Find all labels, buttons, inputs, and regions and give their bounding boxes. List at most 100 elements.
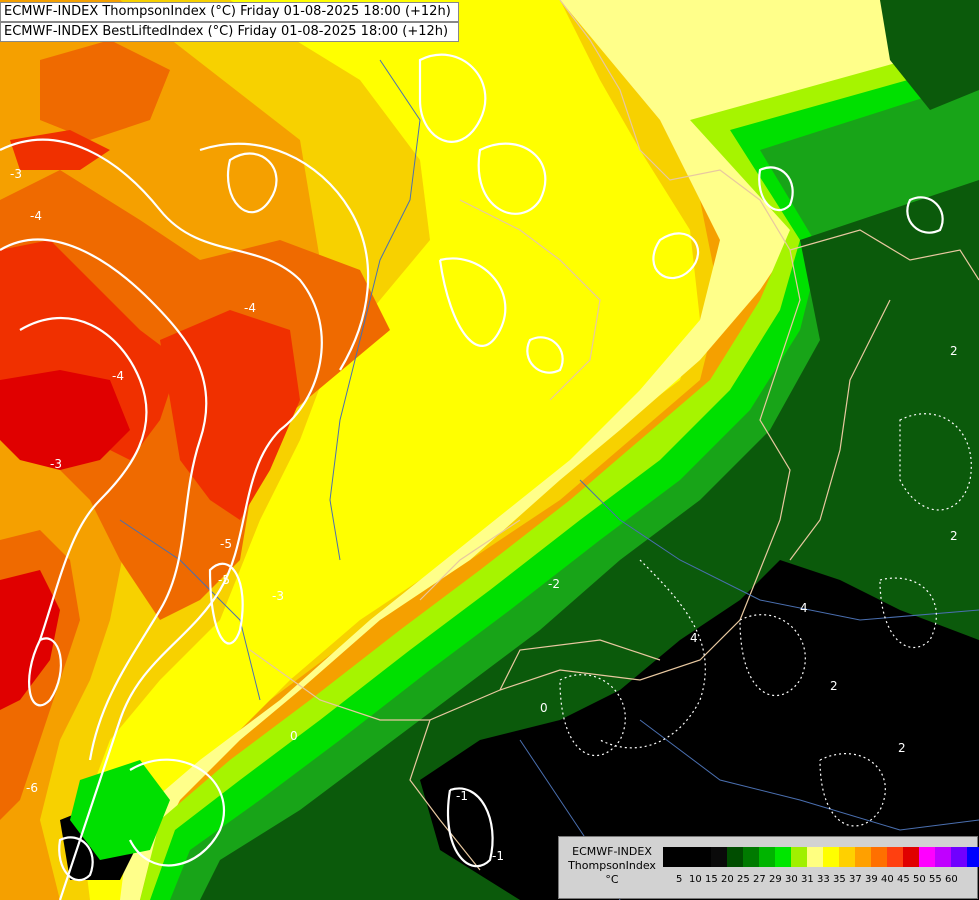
contour-label: -5 [218,573,230,587]
positive-contour [559,674,626,757]
legend-swatch [711,847,727,867]
lifted-index-contour [0,138,323,900]
legend-label: ECMWF-INDEX ThompsonIndex °C [562,845,662,887]
legend-swatch [823,847,839,867]
color-legend: ECMWF-INDEX ThompsonIndex °C 5 10 15 20 25 27… [558,836,979,899]
legend-swatch [727,847,743,867]
legend-swatches [663,847,979,867]
legend-tick-label: 39 [865,874,878,885]
legend-swatch [903,847,919,867]
river-line [329,59,421,561]
legend-label-unit: °C [605,873,619,886]
contour-label: -3 [10,167,22,181]
legend-swatch [743,847,759,867]
map-title-lifted: ECMWF-INDEX BestLiftedIndex (°C) Friday … [0,22,459,42]
contour-label: 0 [540,701,548,715]
contour-label: 2 [950,529,958,543]
index-band-black [420,560,979,900]
legend-tick-label: 27 [753,874,766,885]
index-band-bright-green [70,760,170,860]
legend-tick-label: 29 [769,874,782,885]
contour-label: -3 [272,589,284,603]
legend-swatch [855,847,871,867]
lifted-index-contour [906,196,944,234]
index-band-yellow [80,0,700,900]
lifted-index-contour [0,238,208,761]
lifted-index-contour [477,142,547,215]
legend-swatch [935,847,951,867]
legend-tick-label: 25 [737,874,750,885]
river-lines [119,59,979,900]
index-band-pale-yellow [120,0,900,900]
contour-label: -4 [30,209,42,223]
positive-contours [559,413,972,827]
legend-tick-label: 10 [689,874,702,885]
contour-label: -4 [244,301,256,315]
lifted-index-contour [208,562,244,645]
contour-label: 4 [800,601,808,615]
index-band-red [0,370,130,470]
river-line [579,479,979,621]
positive-contour [899,413,972,511]
legend-tick-label: 20 [721,874,734,885]
legend-swatch [919,847,935,867]
lifted-index-contour [447,787,494,868]
contour-label: 0 [290,729,298,743]
lifted-index-contour [438,257,507,347]
legend-swatch [967,847,979,867]
legend-swatch [839,847,855,867]
lifted-index-contour [19,316,148,641]
legend-tick-label: 45 [897,874,910,885]
legend-swatch [951,847,967,867]
legend-ticks: 5 10 15 20 25 27 29 30 31 33 35 37 39 40 45 50 55 60 [663,874,979,888]
contour-label: 2 [830,679,838,693]
country-border [789,229,979,281]
contour-label: -1 [456,789,468,803]
contour-label: -4 [112,369,124,383]
legend-tick-label: 15 [705,874,718,885]
legend-swatch [791,847,807,867]
contour-label: -2 [548,577,560,591]
country-border [789,299,891,561]
country-borders [249,0,979,871]
lifted-index-contour [58,836,94,882]
country-border [409,0,801,871]
country-border [459,199,601,401]
lifted-index-contour [199,142,370,371]
legend-label-line2: ThompsonIndex [568,859,656,872]
contour-label: -6 [26,781,38,795]
country-border [499,639,661,691]
legend-tick-label: 40 [881,874,894,885]
legend-tick-label: 37 [849,874,862,885]
legend-tick-label: 35 [833,874,846,885]
legend-tick-label: 33 [817,874,830,885]
index-band-dark-orange [40,40,170,140]
legend-swatch [807,847,823,867]
legend-tick-label: 30 [785,874,798,885]
legend-tick-label: 5 [676,874,683,885]
legend-swatch [871,847,887,867]
positive-contour [739,614,806,697]
lifted-index-contour [526,336,564,374]
legend-tick-label: 60 [945,874,958,885]
contour-label: 2 [950,344,958,358]
lifted-index-contour [758,166,794,212]
contour-label: 4 [690,631,698,645]
map-title-thompson: ECMWF-INDEX ThompsonIndex (°C) Friday 01… [0,2,459,22]
legend-swatch [695,847,711,867]
legend-swatch [775,847,791,867]
legend-swatch [759,847,775,867]
lifted-index-contours [0,53,944,900]
lifted-index-contour [418,53,487,143]
lifted-index-contour [129,758,226,867]
index-band-red-orange [160,310,300,520]
legend-tick-label: 31 [801,874,814,885]
index-band-dark-green [880,0,979,110]
contour-label: 2 [898,741,906,755]
contour-label: -5 [220,537,232,551]
legend-swatch [887,847,903,867]
legend-tick-label: 55 [929,874,942,885]
index-band-red [0,570,60,710]
